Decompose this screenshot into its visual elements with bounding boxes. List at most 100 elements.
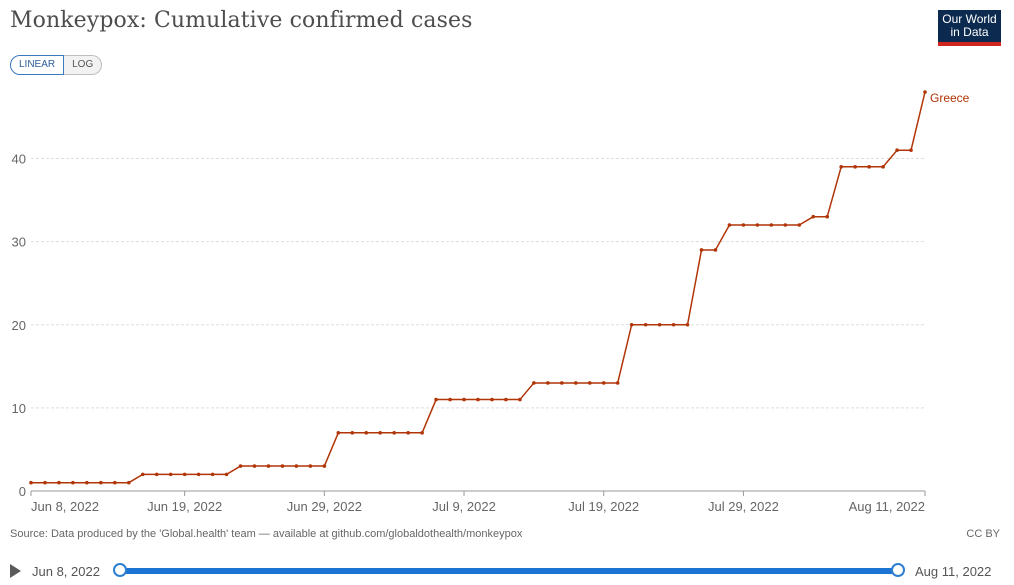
data-point xyxy=(252,464,257,468)
series-line-greece xyxy=(31,91,926,484)
data-point xyxy=(182,472,187,477)
x-axis: Jun 8, 2022 Jun 19, 2022 Jun 29, 2022 Jul 9… xyxy=(30,490,926,514)
x-tick-label: Jun 8, 2022 xyxy=(31,499,99,514)
owid-logo[interactable]: Our World in Data xyxy=(938,10,1001,46)
data-point xyxy=(336,431,341,435)
x-tick-label: Jul 29, 2022 xyxy=(708,499,779,514)
data-point xyxy=(839,165,843,169)
data-point xyxy=(560,381,564,385)
data-point xyxy=(573,381,578,385)
timeline-end-handle[interactable] xyxy=(891,563,905,577)
data-point xyxy=(154,472,159,477)
license-link[interactable]: CC BY xyxy=(966,528,1000,540)
timeline-end-label: Aug 11, 2022 xyxy=(915,564,992,579)
data-point xyxy=(406,431,410,435)
series-layer: Greece xyxy=(29,90,970,485)
data-point xyxy=(238,464,243,468)
data-point xyxy=(909,148,913,152)
x-tick-label: Jul 9, 2022 xyxy=(432,499,496,514)
data-point xyxy=(266,464,271,468)
data-point xyxy=(29,480,33,485)
x-tick-label: Jul 19, 2022 xyxy=(568,499,639,514)
y-axis: 0 10 20 30 40 xyxy=(12,152,26,500)
data-point xyxy=(126,480,131,485)
data-point xyxy=(490,397,494,402)
logo-line-1: Our World xyxy=(942,12,997,26)
series-label: Greece xyxy=(930,91,970,105)
data-point xyxy=(57,480,61,485)
data-point xyxy=(462,397,466,402)
data-point xyxy=(224,472,229,477)
data-point xyxy=(615,381,620,385)
timeline-start-label: Jun 8, 2022 xyxy=(32,564,100,579)
data-point xyxy=(392,431,396,435)
data-point xyxy=(113,480,117,485)
data-point xyxy=(741,223,746,227)
data-point xyxy=(853,165,857,169)
data-point xyxy=(895,148,899,152)
data-point xyxy=(546,381,550,385)
timeline-start-handle[interactable] xyxy=(113,563,127,577)
x-tick-label: Jun 19, 2022 xyxy=(147,499,222,514)
y-tick-label: 10 xyxy=(12,401,26,416)
data-point xyxy=(587,381,592,385)
data-point xyxy=(769,223,774,227)
log-scale-button[interactable]: LOG xyxy=(64,55,103,75)
data-point xyxy=(755,223,760,227)
data-point xyxy=(923,90,927,94)
data-point xyxy=(196,472,201,477)
data-point xyxy=(657,322,662,327)
data-point xyxy=(378,431,383,435)
data-point xyxy=(601,381,606,385)
data-point xyxy=(168,472,173,477)
data-point xyxy=(671,322,676,327)
data-point xyxy=(713,248,718,252)
y-tick-label: 0 xyxy=(19,484,26,499)
data-point xyxy=(434,397,438,402)
y-tick-label: 40 xyxy=(12,152,26,167)
data-point xyxy=(350,431,355,435)
linear-scale-button[interactable]: LINEAR xyxy=(10,55,65,75)
data-point xyxy=(43,480,47,485)
source-note: Source: Data produced by the 'Global.hea… xyxy=(10,528,523,540)
data-point xyxy=(71,480,75,485)
data-point xyxy=(420,431,424,435)
play-icon[interactable] xyxy=(10,564,21,578)
data-point xyxy=(364,431,369,435)
x-tick-label: Jun 29, 2022 xyxy=(287,499,362,514)
scale-toggle: LINEAR LOG xyxy=(10,55,103,75)
data-point xyxy=(881,165,885,169)
chart-title: Monkeypox: Cumulative confirmed cases xyxy=(10,8,473,33)
data-point xyxy=(85,480,89,485)
data-point xyxy=(699,248,704,252)
x-tick-label: Aug 11, 2022 xyxy=(849,499,925,514)
data-point xyxy=(643,322,648,327)
gridlines xyxy=(31,158,925,409)
data-point xyxy=(518,397,522,402)
timeline-slider: Jun 8, 2022 Aug 11, 2022 xyxy=(0,555,1014,585)
data-point xyxy=(99,480,103,485)
data-point xyxy=(685,322,690,327)
line-chart: 0 10 20 30 40 Jun 8, 2022 Jun 19, 2022 Jun 29,… xyxy=(12,90,970,514)
data-point xyxy=(140,472,145,477)
data-point xyxy=(783,223,788,227)
data-point xyxy=(210,472,215,477)
data-point xyxy=(867,165,871,169)
data-point xyxy=(811,214,816,219)
data-point xyxy=(322,464,327,468)
data-point xyxy=(629,322,634,327)
data-point xyxy=(504,397,508,402)
data-point xyxy=(825,214,830,219)
data-point xyxy=(476,397,480,402)
timeline-track[interactable] xyxy=(120,568,900,574)
logo-line-2: in Data xyxy=(950,25,989,39)
data-point xyxy=(308,464,313,468)
data-point xyxy=(294,464,299,468)
y-tick-label: 20 xyxy=(12,318,26,333)
data-point xyxy=(280,464,285,468)
y-tick-label: 30 xyxy=(12,235,26,250)
data-point xyxy=(532,381,536,385)
data-point xyxy=(727,223,732,227)
data-point xyxy=(797,223,802,227)
data-point xyxy=(448,397,452,402)
